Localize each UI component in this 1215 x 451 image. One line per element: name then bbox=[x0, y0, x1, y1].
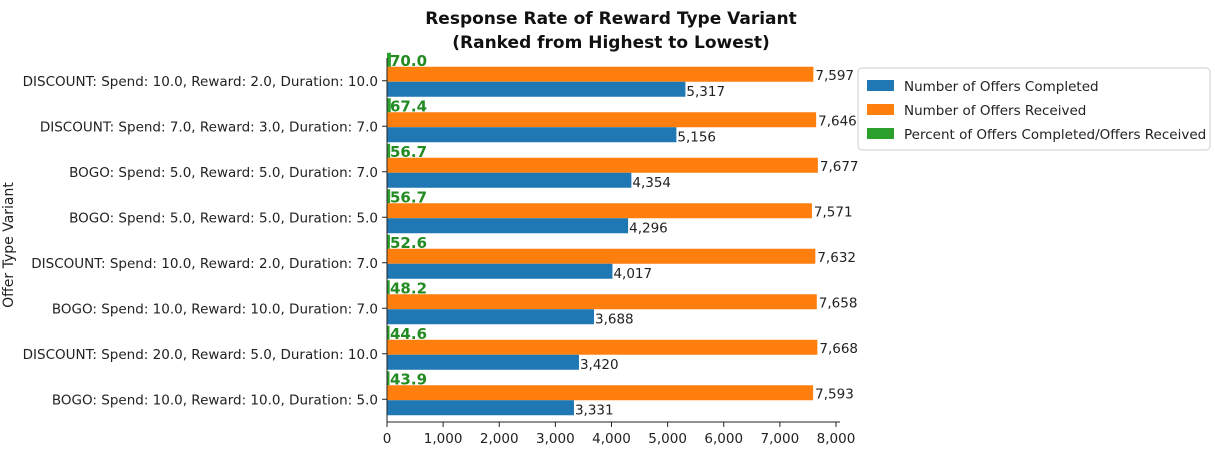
category-label: DISCOUNT: Spend: 10.0, Reward: 2.0, Dura… bbox=[31, 256, 378, 272]
data-label-completed: 3,420 bbox=[580, 357, 619, 373]
data-label-percent: 56.7 bbox=[390, 143, 427, 161]
bar-offers-received bbox=[387, 66, 814, 82]
bar-offers-received bbox=[387, 203, 812, 219]
data-label-received: 7,593 bbox=[815, 386, 854, 402]
x-tick-label: 2,000 bbox=[480, 431, 519, 447]
bar-offers-completed bbox=[387, 400, 574, 416]
data-label-received: 7,646 bbox=[818, 113, 857, 129]
bar-offers-received bbox=[387, 248, 816, 264]
x-tick-label: 8,000 bbox=[817, 431, 856, 447]
bar-offers-received bbox=[387, 157, 818, 173]
data-label-completed: 4,296 bbox=[629, 220, 668, 236]
bar-offers-received bbox=[387, 112, 817, 128]
category-label: DISCOUNT: Spend: 20.0, Reward: 5.0, Dura… bbox=[23, 347, 378, 363]
x-tick-label: 4,000 bbox=[592, 431, 631, 447]
x-tick-label: 0 bbox=[383, 431, 392, 447]
data-label-received: 7,571 bbox=[814, 204, 853, 220]
legend-swatch bbox=[867, 80, 894, 91]
bar-percent-completed bbox=[387, 280, 390, 295]
data-label-received: 7,677 bbox=[820, 159, 859, 175]
data-label-received: 7,658 bbox=[819, 295, 858, 311]
data-label-percent: 52.6 bbox=[390, 234, 427, 252]
data-label-completed: 4,354 bbox=[632, 175, 671, 191]
data-label-completed: 4,017 bbox=[613, 266, 652, 282]
bar-offers-received bbox=[387, 385, 814, 401]
bar-percent-completed bbox=[387, 325, 390, 340]
data-label-received: 7,668 bbox=[819, 341, 858, 357]
data-label-percent: 70.0 bbox=[390, 52, 427, 70]
data-label-completed: 5,317 bbox=[686, 84, 725, 100]
data-label-percent: 56.7 bbox=[390, 188, 427, 206]
category-label: DISCOUNT: Spend: 10.0, Reward: 2.0, Dura… bbox=[23, 74, 378, 90]
x-tick-label: 1,000 bbox=[424, 431, 463, 447]
bar-offers-completed bbox=[387, 263, 613, 279]
data-label-completed: 3,688 bbox=[595, 311, 634, 327]
data-label-percent: 43.9 bbox=[390, 370, 427, 388]
bar-offers-received bbox=[387, 339, 818, 355]
bar-percent-completed bbox=[387, 234, 390, 249]
legend-label: Number of Offers Received bbox=[904, 103, 1086, 119]
bar-offers-completed bbox=[387, 81, 686, 97]
x-tick-label: 5,000 bbox=[648, 431, 687, 447]
legend-box bbox=[857, 67, 1211, 151]
category-label: BOGO: Spend: 10.0, Reward: 10.0, Duratio… bbox=[52, 301, 378, 317]
x-tick-label: 3,000 bbox=[536, 431, 575, 447]
category-label: BOGO: Spend: 10.0, Reward: 10.0, Duratio… bbox=[52, 392, 378, 408]
legend-swatch bbox=[867, 104, 894, 115]
bar-offers-completed bbox=[387, 127, 677, 143]
plot-area: DISCOUNT: Spend: 10.0, Reward: 2.0, Dura… bbox=[23, 52, 859, 447]
category-label: BOGO: Spend: 5.0, Reward: 5.0, Duration:… bbox=[69, 165, 378, 181]
data-label-received: 7,632 bbox=[817, 250, 856, 266]
bar-offers-completed bbox=[387, 172, 632, 188]
chart-title-line2: (Ranked from Highest to Lowest) bbox=[452, 33, 770, 53]
bar-percent-completed bbox=[387, 52, 391, 67]
data-label-percent: 67.4 bbox=[390, 97, 427, 115]
legend-label: Percent of Offers Completed/Offers Recei… bbox=[904, 127, 1206, 143]
chart-title-line1: Response Rate of Reward Type Variant bbox=[425, 9, 797, 29]
legend-label: Number of Offers Completed bbox=[904, 79, 1099, 95]
legend: Number of Offers Completed Number of Offe… bbox=[857, 67, 1211, 151]
data-label-completed: 5,156 bbox=[677, 129, 716, 145]
bar-offers-completed bbox=[387, 218, 629, 234]
bar-percent-completed bbox=[387, 143, 391, 158]
bar-offers-completed bbox=[387, 354, 579, 370]
bar-offers-received bbox=[387, 294, 817, 310]
category-label: DISCOUNT: Spend: 7.0, Reward: 3.0, Durat… bbox=[40, 119, 378, 135]
category-label: BOGO: Spend: 5.0, Reward: 5.0, Duration:… bbox=[69, 210, 378, 226]
data-label-percent: 48.2 bbox=[390, 279, 427, 297]
x-tick-label: 6,000 bbox=[704, 431, 743, 447]
y-axis-label: Offer Type Variant bbox=[1, 182, 17, 308]
legend-swatch bbox=[867, 128, 894, 139]
bar-percent-completed bbox=[387, 371, 390, 386]
data-label-completed: 3,331 bbox=[575, 402, 614, 418]
bar-offers-completed bbox=[387, 309, 594, 325]
data-label-received: 7,597 bbox=[815, 68, 854, 84]
bar-percent-completed bbox=[387, 189, 391, 204]
data-label-percent: 44.6 bbox=[390, 325, 427, 343]
bar-percent-completed bbox=[387, 98, 391, 113]
x-tick-label: 7,000 bbox=[761, 431, 800, 447]
